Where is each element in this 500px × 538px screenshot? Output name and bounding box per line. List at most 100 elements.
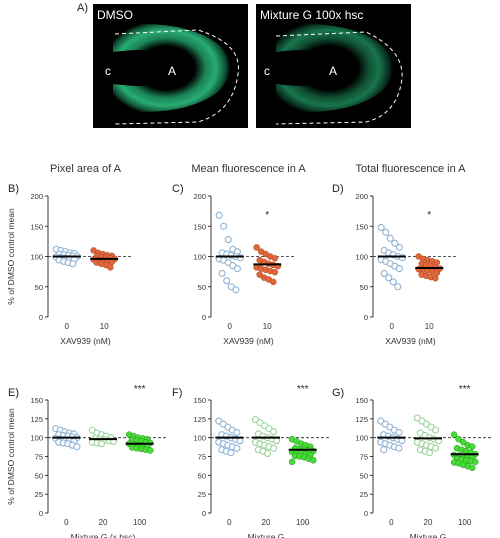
- micrograph-label-c: c: [264, 64, 270, 78]
- x-tick-label: 20: [424, 518, 433, 527]
- y-tick-label: 150: [355, 396, 368, 405]
- x-axis-label: XAV939 (nM): [60, 336, 111, 346]
- y-tick-label: 50: [35, 471, 43, 480]
- x-tick-label: 100: [133, 518, 147, 527]
- y-tick-label: 150: [193, 396, 206, 405]
- chart-title: Total fluorescence in A: [355, 163, 466, 175]
- significance-mark: ***: [134, 384, 146, 395]
- data-point: [386, 234, 394, 242]
- data-point: [223, 277, 231, 285]
- y-tick-label: 0: [364, 313, 368, 322]
- y-tick-label: 50: [35, 283, 43, 292]
- y-tick-label: 25: [35, 490, 43, 499]
- tissue-outline: [114, 29, 239, 125]
- data-point: [218, 269, 226, 277]
- data-point: [432, 426, 440, 434]
- y-tick-label: 200: [193, 192, 206, 201]
- micrograph-label-a: A: [329, 64, 338, 78]
- panel-label: E): [8, 387, 19, 399]
- panel-label: F): [172, 387, 182, 399]
- data-point: [432, 444, 440, 452]
- data-point: [472, 458, 479, 466]
- data-point: [107, 264, 114, 271]
- micrograph-dmso: DMSO c A: [93, 4, 248, 128]
- micrograph-label-a: A: [168, 64, 177, 78]
- data-point: [382, 228, 390, 236]
- panel-label: C): [172, 183, 184, 195]
- data-point: [220, 222, 228, 230]
- data-point: [395, 243, 403, 251]
- data-point: [224, 236, 232, 244]
- x-tick-label: 10: [263, 322, 272, 331]
- y-tick-label: 100: [30, 434, 43, 443]
- y-tick-label: 0: [39, 313, 43, 322]
- y-axis-label: % of DMSO control mean: [6, 408, 16, 505]
- micrograph-title-mixture: Mixture G 100x hsc: [260, 8, 364, 22]
- chart-title: Pixel area of A: [50, 163, 122, 175]
- data-point: [455, 435, 462, 443]
- y-tick-label: 200: [30, 192, 43, 201]
- data-point: [271, 268, 279, 276]
- y-tick-label: 125: [30, 415, 43, 424]
- y-tick-label: 75: [360, 453, 368, 462]
- data-point: [433, 269, 441, 277]
- data-point: [256, 271, 263, 278]
- data-point: [395, 444, 403, 452]
- x-tick-label: 0: [228, 322, 233, 331]
- data-point: [385, 274, 393, 282]
- y-axis-label: % of DMSO control mean: [6, 208, 16, 305]
- data-point: [450, 431, 458, 438]
- significance-mark: *: [265, 210, 269, 221]
- data-point: [233, 444, 241, 452]
- x-tick-label: 0: [389, 518, 394, 527]
- x-tick-label: 100: [458, 518, 472, 527]
- data-point: [459, 438, 467, 446]
- data-point: [233, 265, 241, 273]
- y-tick-label: 0: [202, 313, 206, 322]
- y-tick-label: 100: [355, 253, 368, 262]
- x-tick-label: 0: [227, 518, 232, 527]
- data-point: [391, 239, 399, 247]
- x-tick-label: 10: [100, 322, 109, 331]
- y-tick-label: 25: [198, 490, 206, 499]
- y-tick-label: 200: [355, 192, 368, 201]
- y-tick-label: 50: [198, 283, 206, 292]
- micrograph-title-dmso: DMSO: [97, 8, 133, 22]
- y-tick-label: 100: [355, 434, 368, 443]
- data-point: [425, 449, 434, 457]
- data-point: [432, 275, 439, 282]
- data-point: [270, 444, 278, 452]
- data-point: [288, 458, 296, 466]
- y-tick-label: 0: [202, 509, 206, 518]
- y-tick-label: 75: [35, 453, 43, 462]
- panel-label: G): [332, 387, 344, 399]
- tissue-fluorescence: [276, 24, 394, 112]
- x-axis-label: Mixture G (x hsc): [71, 532, 136, 538]
- x-tick-label: 20: [262, 518, 271, 527]
- significance-mark: *: [427, 210, 431, 221]
- y-tick-label: 75: [198, 453, 206, 462]
- x-axis-label: Mixture G: [248, 532, 285, 538]
- x-tick-label: 0: [65, 322, 70, 331]
- data-point: [310, 457, 317, 464]
- micrograph-mixture-g: Mixture G 100x hsc c A: [256, 4, 411, 128]
- data-point: [469, 464, 476, 472]
- y-tick-label: 100: [193, 253, 206, 262]
- data-point: [147, 447, 154, 454]
- x-tick-label: 10: [425, 322, 434, 331]
- data-point: [233, 428, 241, 436]
- tissue-fluorescence: [113, 24, 231, 112]
- y-tick-label: 50: [360, 471, 368, 480]
- x-axis-label: XAV939 (nM): [223, 336, 274, 346]
- data-point: [380, 446, 388, 454]
- panel-label-a: A): [77, 2, 88, 14]
- significance-mark: ***: [297, 384, 309, 395]
- micrograph-label-c: c: [105, 64, 111, 78]
- data-point: [215, 211, 223, 219]
- data-point: [380, 269, 388, 277]
- y-tick-label: 150: [193, 222, 206, 231]
- data-point: [377, 223, 385, 232]
- panel-label: B): [8, 183, 19, 195]
- x-tick-label: 0: [390, 322, 395, 331]
